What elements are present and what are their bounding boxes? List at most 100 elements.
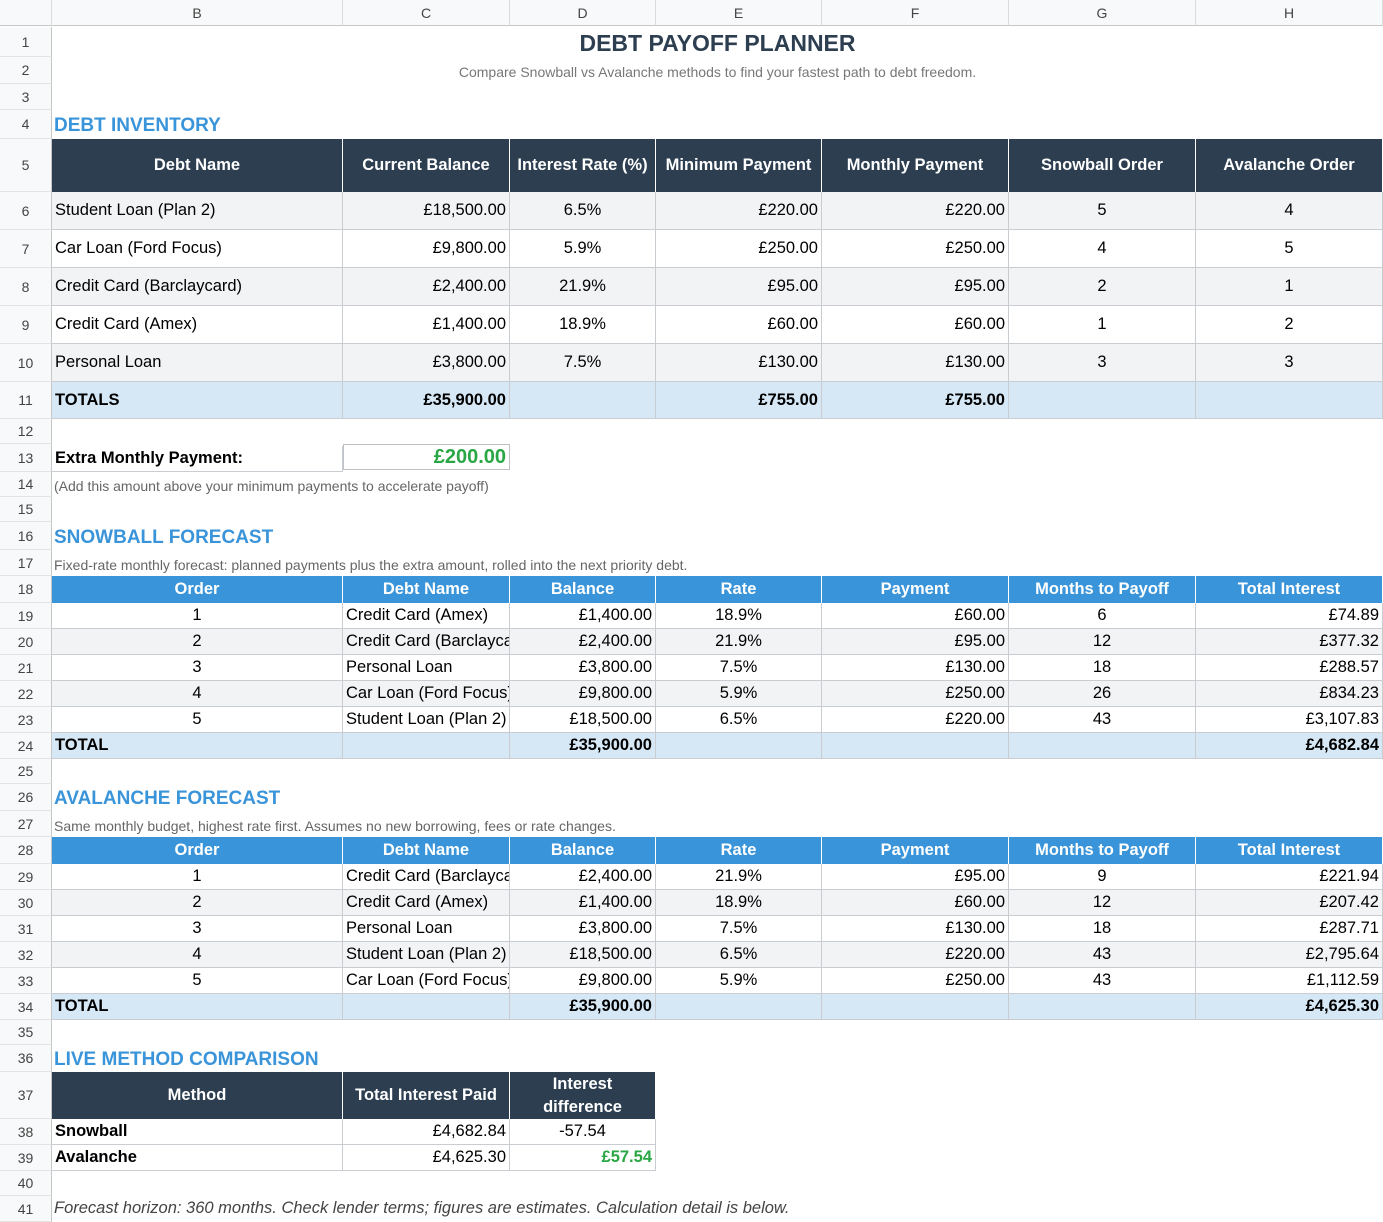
avalanche-cell[interactable]: £3,800.00 (510, 916, 656, 942)
row-header-26[interactable]: 26 (0, 784, 52, 811)
row-header-17[interactable]: 17 (0, 550, 52, 576)
inventory-header-cell[interactable]: Debt Name (52, 139, 343, 192)
row-header-8[interactable]: 8 (0, 268, 52, 306)
snowball-cell[interactable]: 18.9% (656, 603, 822, 629)
snowball-cell[interactable]: 43 (1009, 707, 1196, 733)
snowball-total-cell[interactable] (656, 733, 822, 759)
snowball-cell[interactable]: Credit Card (Barclaycard) (343, 629, 510, 655)
avalanche-total-cell[interactable] (343, 994, 510, 1020)
snowball-cell[interactable]: 3 (52, 655, 343, 681)
inventory-cell[interactable]: 5 (1009, 192, 1196, 230)
avalanche-total-cell[interactable]: £35,900.00 (510, 994, 656, 1020)
avalanche-cell[interactable]: 7.5% (656, 916, 822, 942)
avalanche-cell[interactable]: £95.00 (822, 864, 1009, 890)
snowball-cell[interactable]: £2,400.00 (510, 629, 656, 655)
inventory-cell[interactable]: 7.5% (510, 344, 656, 382)
column-header-b[interactable]: B (52, 0, 343, 26)
avalanche-cell[interactable]: 9 (1009, 864, 1196, 890)
inventory-cell[interactable]: Personal Loan (52, 344, 343, 382)
inventory-cell[interactable]: £95.00 (656, 268, 822, 306)
avalanche-cell[interactable]: 2 (52, 890, 343, 916)
row-header-29[interactable]: 29 (0, 864, 52, 890)
avalanche-total-cell[interactable]: TOTAL (52, 994, 343, 1020)
snowball-cell[interactable]: 2 (52, 629, 343, 655)
avalanche-header-cell[interactable]: Debt Name (343, 837, 510, 864)
inventory-cell[interactable]: 5.9% (510, 230, 656, 268)
inventory-total-cell[interactable]: £755.00 (822, 382, 1009, 419)
row-header-9[interactable]: 9 (0, 306, 52, 344)
row-header-10[interactable]: 10 (0, 344, 52, 382)
snowball-cell[interactable]: 12 (1009, 629, 1196, 655)
snowball-total-cell[interactable]: £35,900.00 (510, 733, 656, 759)
row-header-15[interactable]: 15 (0, 497, 52, 522)
snowball-cell[interactable]: £288.57 (1196, 655, 1383, 681)
row-header-7[interactable]: 7 (0, 230, 52, 268)
row-header-27[interactable]: 27 (0, 811, 52, 837)
snowball-header-cell[interactable]: Total Interest (1196, 576, 1383, 603)
snowball-cell[interactable]: £834.23 (1196, 681, 1383, 707)
row-header-1[interactable]: 1 (0, 27, 52, 57)
snowball-cell[interactable]: £9,800.00 (510, 681, 656, 707)
avalanche-cell[interactable]: 43 (1009, 968, 1196, 994)
row-header-13[interactable]: 13 (0, 444, 52, 472)
extra-payment-input[interactable]: £200.00 (343, 444, 510, 470)
row-header-31[interactable]: 31 (0, 916, 52, 942)
snowball-total-cell[interactable]: £4,682.84 (1196, 733, 1383, 759)
row-header-21[interactable]: 21 (0, 655, 52, 681)
snowball-total-cell[interactable]: TOTAL (52, 733, 343, 759)
inventory-cell[interactable]: 2 (1196, 306, 1383, 344)
column-header-h[interactable]: H (1196, 0, 1383, 26)
inventory-cell[interactable]: Credit Card (Barclaycard) (52, 268, 343, 306)
snowball-header-cell[interactable]: Debt Name (343, 576, 510, 603)
snowball-cell[interactable]: 7.5% (656, 655, 822, 681)
avalanche-cell[interactable]: 5 (52, 968, 343, 994)
snowball-cell[interactable]: 26 (1009, 681, 1196, 707)
inventory-total-cell[interactable]: TOTALS (52, 382, 343, 419)
snowball-cell[interactable]: 6 (1009, 603, 1196, 629)
inventory-cell[interactable]: 21.9% (510, 268, 656, 306)
avalanche-cell[interactable]: £60.00 (822, 890, 1009, 916)
inventory-cell[interactable]: 18.9% (510, 306, 656, 344)
inventory-cell[interactable]: 6.5% (510, 192, 656, 230)
avalanche-cell[interactable]: £2,400.00 (510, 864, 656, 890)
comparison-cell[interactable]: -57.54 (510, 1119, 656, 1145)
row-header-11[interactable]: 11 (0, 382, 52, 419)
snowball-cell[interactable]: £220.00 (822, 707, 1009, 733)
inventory-total-cell[interactable] (510, 382, 656, 419)
comparison-cell[interactable]: £4,682.84 (343, 1119, 510, 1145)
inventory-cell[interactable]: £18,500.00 (343, 192, 510, 230)
avalanche-total-cell[interactable] (822, 994, 1009, 1020)
row-header-20[interactable]: 20 (0, 629, 52, 655)
avalanche-cell[interactable]: £220.00 (822, 942, 1009, 968)
avalanche-cell[interactable]: 1 (52, 864, 343, 890)
avalanche-cell[interactable]: £1,112.59 (1196, 968, 1383, 994)
row-header-28[interactable]: 28 (0, 837, 52, 864)
inventory-cell[interactable]: 1 (1196, 268, 1383, 306)
avalanche-cell[interactable]: £130.00 (822, 916, 1009, 942)
avalanche-header-cell[interactable]: Balance (510, 837, 656, 864)
avalanche-cell[interactable]: £9,800.00 (510, 968, 656, 994)
avalanche-cell[interactable]: £221.94 (1196, 864, 1383, 890)
snowball-total-cell[interactable] (822, 733, 1009, 759)
row-header-37[interactable]: 37 (0, 1072, 52, 1119)
avalanche-cell[interactable]: 21.9% (656, 864, 822, 890)
inventory-header-cell[interactable]: Avalanche Order (1196, 139, 1383, 192)
avalanche-cell[interactable]: Car Loan (Ford Focus) (343, 968, 510, 994)
row-header-4[interactable]: 4 (0, 110, 52, 139)
row-header-3[interactable]: 3 (0, 84, 52, 110)
row-header-23[interactable]: 23 (0, 707, 52, 733)
comparison-header-cell[interactable]: Interest difference (510, 1072, 656, 1119)
inventory-header-cell[interactable]: Interest Rate (%) (510, 139, 656, 192)
avalanche-cell[interactable]: 12 (1009, 890, 1196, 916)
inventory-total-cell[interactable]: £35,900.00 (343, 382, 510, 419)
avalanche-cell[interactable]: 4 (52, 942, 343, 968)
inventory-cell[interactable]: 3 (1009, 344, 1196, 382)
inventory-header-cell[interactable]: Current Balance (343, 139, 510, 192)
snowball-cell[interactable]: £377.32 (1196, 629, 1383, 655)
avalanche-cell[interactable]: £250.00 (822, 968, 1009, 994)
inventory-total-cell[interactable] (1196, 382, 1383, 419)
row-header-19[interactable]: 19 (0, 603, 52, 629)
snowball-cell[interactable]: 4 (52, 681, 343, 707)
snowball-cell[interactable]: Credit Card (Amex) (343, 603, 510, 629)
snowball-cell[interactable]: £18,500.00 (510, 707, 656, 733)
